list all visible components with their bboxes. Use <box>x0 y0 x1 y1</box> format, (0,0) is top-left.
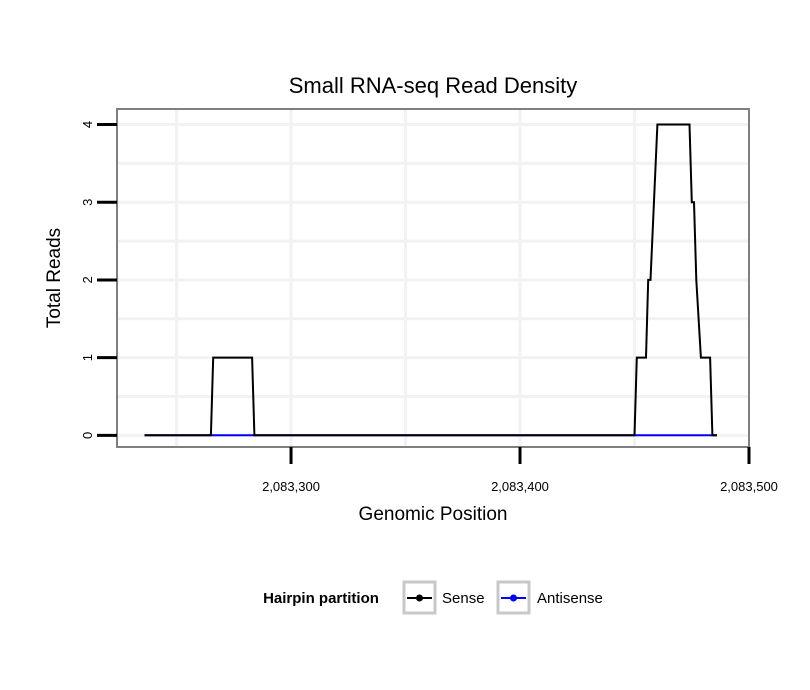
x-axis-title: Genomic Position <box>359 504 508 525</box>
series-line-sense <box>144 123 717 437</box>
chart-title: Small RNA-seq Read Density <box>289 73 578 98</box>
legend: Hairpin partition Sense Antisense <box>263 580 603 615</box>
legend-point-sense <box>416 594 423 602</box>
axes: 0 1 2 3 4 2,083,300 2,083,400 2,083,500 <box>80 121 778 494</box>
y-tick-label: 1 <box>80 354 95 361</box>
y-tick-label: 3 <box>80 199 95 206</box>
legend-title: Hairpin partition <box>263 590 379 607</box>
legend-point-antisense <box>510 594 517 602</box>
series-layer <box>144 123 717 437</box>
y-tick-label: 4 <box>80 121 95 128</box>
x-tick-label: 2,083,400 <box>491 479 549 494</box>
x-tick-label: 2,083,500 <box>720 479 778 494</box>
y-tick-label: 2 <box>80 276 95 283</box>
legend-label-sense: Sense <box>442 590 485 607</box>
legend-label-antisense: Antisense <box>537 590 603 607</box>
y-tick-label: 0 <box>80 432 95 439</box>
plot-panel <box>116 108 750 448</box>
x-tick-label: 2,083,300 <box>262 479 320 494</box>
y-axis-title: Total Reads <box>44 228 65 328</box>
